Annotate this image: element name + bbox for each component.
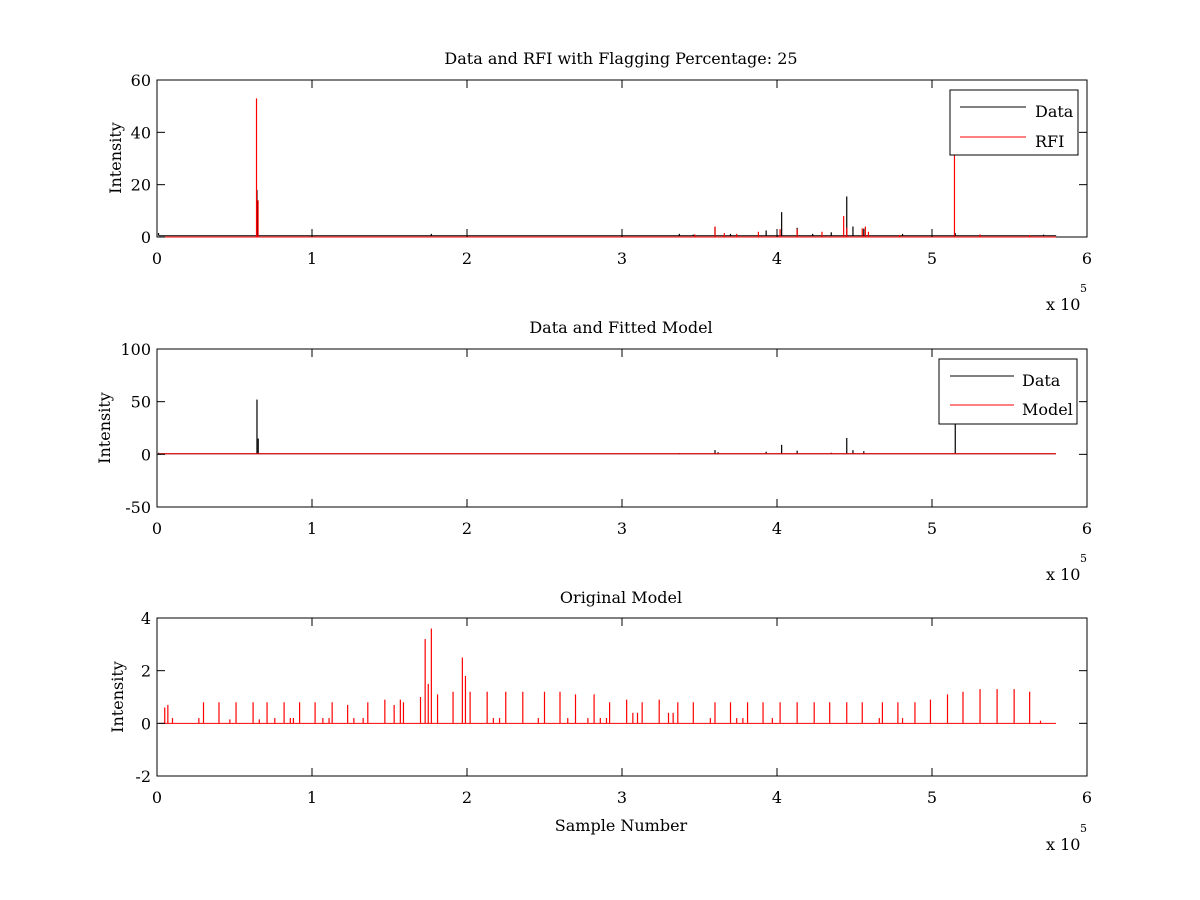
x-tick-label: 5: [927, 249, 937, 268]
subplot-2-legend: Data Model: [938, 358, 1078, 425]
legend-label-rfi: RFI: [1035, 132, 1064, 151]
x-tick-label: 3: [617, 788, 627, 807]
subplot-3-axes: [156, 617, 1088, 777]
subplot-1-x-exponent-power: 5: [1080, 282, 1087, 295]
x-tick-label: 4: [772, 788, 782, 807]
subplot-1-ylabel: Intensity: [106, 122, 125, 194]
y-tick-label: -50: [125, 498, 151, 517]
subplot-3-x-exponent-power: 5: [1080, 822, 1087, 835]
x-tick-label: 6: [1082, 519, 1092, 538]
x-tick-label: 6: [1082, 249, 1092, 268]
subplot-2-axes: [156, 348, 1088, 508]
x-tick-label: 5: [927, 788, 937, 807]
x-tick-label: 0: [152, 519, 162, 538]
y-tick-label: 100: [120, 340, 151, 359]
x-tick-label: 1: [307, 519, 317, 538]
subplot-rfi: Data and RFI with Flagging Percentage: 2…: [106, 49, 1092, 314]
y-tick-label: 60: [131, 71, 151, 90]
x-tick-label: 4: [772, 249, 782, 268]
y-tick-label: 2: [141, 662, 151, 681]
subplot-1-x-exponent: x 10: [1046, 295, 1080, 314]
legend-label-model: Model: [1022, 400, 1073, 419]
subplot-2-ylabel: Intensity: [95, 392, 114, 464]
subplot-2-x-exponent: x 10: [1046, 565, 1080, 584]
subplot-3-ylabel: Intensity: [108, 661, 127, 733]
legend-box: [949, 89, 1079, 156]
legend-label-data: Data: [1022, 371, 1061, 390]
x-tick-label: 3: [617, 519, 627, 538]
subplot-1-title: Data and RFI with Flagging Percentage: 2…: [444, 49, 797, 68]
subplot-1-series: [157, 98, 1057, 238]
y-tick-label: -2: [135, 767, 151, 786]
y-tick-label: 4: [141, 609, 151, 628]
subplot-2-x-exponent-power: 5: [1080, 552, 1087, 565]
x-tick-label: 1: [307, 249, 317, 268]
y-tick-label: 50: [131, 393, 151, 412]
y-tick-label: 0: [141, 714, 151, 733]
x-tick-label: 6: [1082, 788, 1092, 807]
y-tick-label: 0: [141, 445, 151, 464]
subplot-3-title: Original Model: [560, 588, 682, 607]
y-tick-label: 0: [141, 228, 151, 247]
subplot-1-legend: Data RFI: [949, 89, 1079, 156]
subplot-2-series: [157, 399, 1056, 455]
x-tick-label: 2: [462, 519, 472, 538]
x-tick-label: 3: [617, 249, 627, 268]
x-tick-label: 1: [307, 788, 317, 807]
subplot-3-xlabel: Sample Number: [555, 816, 688, 835]
x-tick-label: 2: [462, 788, 472, 807]
subplot-3-series: [159, 628, 1056, 724]
x-tick-label: 4: [772, 519, 782, 538]
y-tick-label: 20: [131, 176, 151, 195]
x-tick-label: 2: [462, 249, 472, 268]
subplot-3-x-exponent: x 10: [1046, 835, 1080, 854]
y-tick-label: 40: [131, 123, 151, 142]
subplot-1-axes: [156, 79, 1088, 238]
legend-box: [938, 358, 1078, 425]
x-tick-label: 0: [152, 249, 162, 268]
x-tick-label: 5: [927, 519, 937, 538]
subplot-2-title: Data and Fitted Model: [529, 318, 712, 337]
legend-label-data: Data: [1035, 102, 1074, 121]
x-tick-label: 0: [152, 788, 162, 807]
